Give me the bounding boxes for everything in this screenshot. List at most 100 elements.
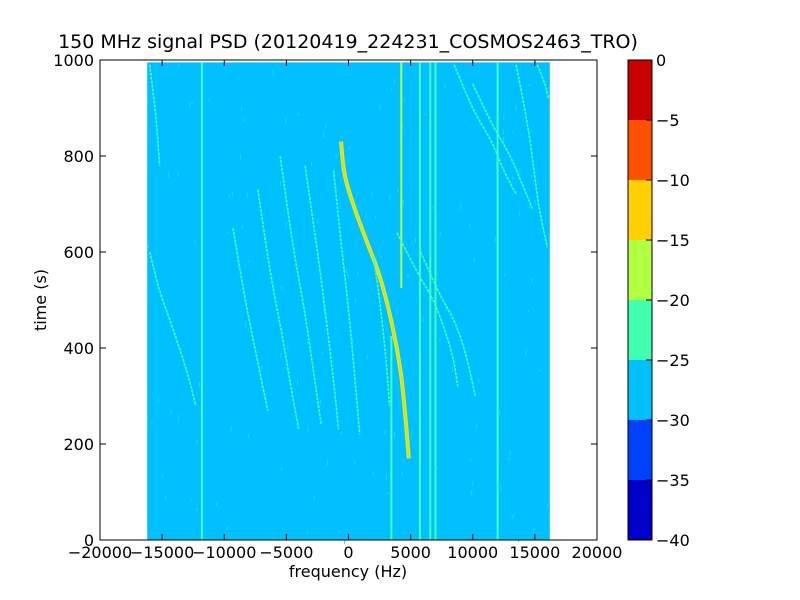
noise-speck bbox=[248, 259, 250, 264]
noise-speck bbox=[512, 176, 514, 180]
noise-speck bbox=[452, 366, 454, 372]
noise-speck bbox=[529, 83, 531, 87]
sweep-d bbox=[332, 170, 361, 435]
colorbar-bin bbox=[628, 60, 652, 120]
noise-speck bbox=[261, 365, 263, 370]
noise-speck bbox=[534, 200, 536, 205]
noise-speck bbox=[327, 460, 329, 466]
sweep-h bbox=[232, 227, 269, 411]
noise-speck bbox=[340, 431, 342, 434]
noise-speck bbox=[287, 345, 289, 350]
noise-speck bbox=[151, 421, 153, 424]
noise-speck bbox=[307, 427, 309, 432]
noise-speck bbox=[245, 322, 247, 329]
noise-speck bbox=[178, 64, 180, 68]
noise-speck bbox=[178, 345, 180, 349]
noise-speck bbox=[518, 211, 520, 216]
noise-speck bbox=[460, 204, 462, 210]
heatmap-layer bbox=[147, 62, 550, 541]
noise-speck bbox=[321, 351, 323, 355]
colorbar-tick-label: 0 bbox=[656, 51, 666, 70]
noise-speck bbox=[519, 168, 521, 174]
noise-speck bbox=[194, 240, 196, 243]
noise-speck bbox=[424, 113, 426, 116]
noise-speck bbox=[513, 513, 515, 518]
y-tick-label: 600 bbox=[63, 243, 94, 262]
noise-speck bbox=[239, 154, 241, 161]
chart-title: 150 MHz signal PSD (20120419_224231_COSM… bbox=[58, 31, 638, 53]
noise-speck bbox=[471, 490, 473, 496]
noise-speck bbox=[228, 194, 230, 198]
noise-speck bbox=[432, 206, 434, 209]
noise-speck bbox=[474, 257, 476, 263]
noise-speck bbox=[280, 467, 282, 471]
noise-speck bbox=[323, 307, 325, 314]
signal-lines-layer bbox=[148, 62, 550, 540]
sweep-j bbox=[453, 64, 517, 195]
x-tick-label: −15000 bbox=[130, 543, 194, 562]
noise-speck bbox=[394, 79, 396, 85]
noise-speck bbox=[384, 429, 386, 436]
noise-speck bbox=[531, 174, 533, 179]
noise-speck bbox=[357, 271, 359, 276]
x-tick-label: 10000 bbox=[447, 543, 498, 562]
colorbar-tick-label: −25 bbox=[656, 351, 690, 370]
noise-speck bbox=[178, 414, 180, 421]
noise-speck bbox=[390, 88, 392, 92]
colorbar-tick-label: −35 bbox=[656, 471, 690, 490]
noise-speck bbox=[317, 218, 319, 224]
noise-speck bbox=[168, 172, 170, 178]
y-tick-label: 800 bbox=[63, 147, 94, 166]
noise-speck bbox=[227, 231, 229, 235]
noise-speck bbox=[347, 273, 349, 279]
x-tick-label: 20000 bbox=[572, 543, 623, 562]
noise-speck bbox=[280, 353, 282, 359]
noise-speck bbox=[279, 180, 281, 186]
noise-speck bbox=[402, 200, 404, 205]
noise-speck bbox=[444, 83, 446, 89]
noise-speck bbox=[157, 397, 159, 402]
noise-speck bbox=[394, 432, 396, 437]
noise-speck bbox=[243, 118, 245, 122]
y-axis-label: time (s) bbox=[31, 269, 50, 331]
sweep-b bbox=[419, 251, 477, 397]
noise-speck bbox=[495, 162, 497, 168]
noise-speck bbox=[379, 104, 381, 111]
noise-speck bbox=[504, 273, 506, 277]
noise-speck bbox=[365, 213, 367, 218]
noise-speck bbox=[511, 514, 513, 520]
noise-speck bbox=[307, 529, 309, 535]
y-axis: 0 200 400 600 800 1000 bbox=[53, 51, 597, 550]
colorbar-bin bbox=[628, 360, 652, 420]
noise-speck bbox=[208, 97, 210, 102]
noise-speck bbox=[323, 131, 325, 138]
colorbar: −40 −35 −30 −25 −20 −15 −10 −5 0 bbox=[627, 51, 690, 550]
noise-speck bbox=[352, 338, 354, 342]
sweep-m bbox=[536, 64, 550, 99]
noise-speck bbox=[147, 100, 149, 104]
x-tick-label: −5000 bbox=[259, 543, 313, 562]
x-axis: −20000−15000−10000 −5000 0 5000 10000 15000 20… bbox=[68, 60, 623, 562]
noise-speck bbox=[503, 114, 505, 121]
noise-speck bbox=[494, 236, 496, 242]
sweep-l bbox=[515, 64, 549, 248]
noise-speck bbox=[527, 309, 529, 313]
noise-speck bbox=[344, 538, 346, 545]
noise-speck bbox=[387, 492, 389, 495]
noise-speck bbox=[196, 439, 198, 445]
noise-speck bbox=[248, 433, 250, 438]
noise-speck bbox=[231, 191, 233, 196]
noise-speck bbox=[500, 484, 502, 488]
noise-speck bbox=[469, 223, 471, 229]
noise-speck bbox=[531, 278, 533, 283]
noise-speck bbox=[407, 274, 409, 279]
noise-speck bbox=[191, 101, 193, 104]
noise-speck bbox=[242, 224, 244, 229]
noise-speck bbox=[478, 378, 480, 384]
noise-speck bbox=[319, 399, 321, 405]
noise-speck bbox=[310, 161, 312, 167]
noise-speck bbox=[348, 146, 350, 151]
noise-speck bbox=[515, 105, 517, 111]
noise-speck bbox=[503, 136, 505, 143]
